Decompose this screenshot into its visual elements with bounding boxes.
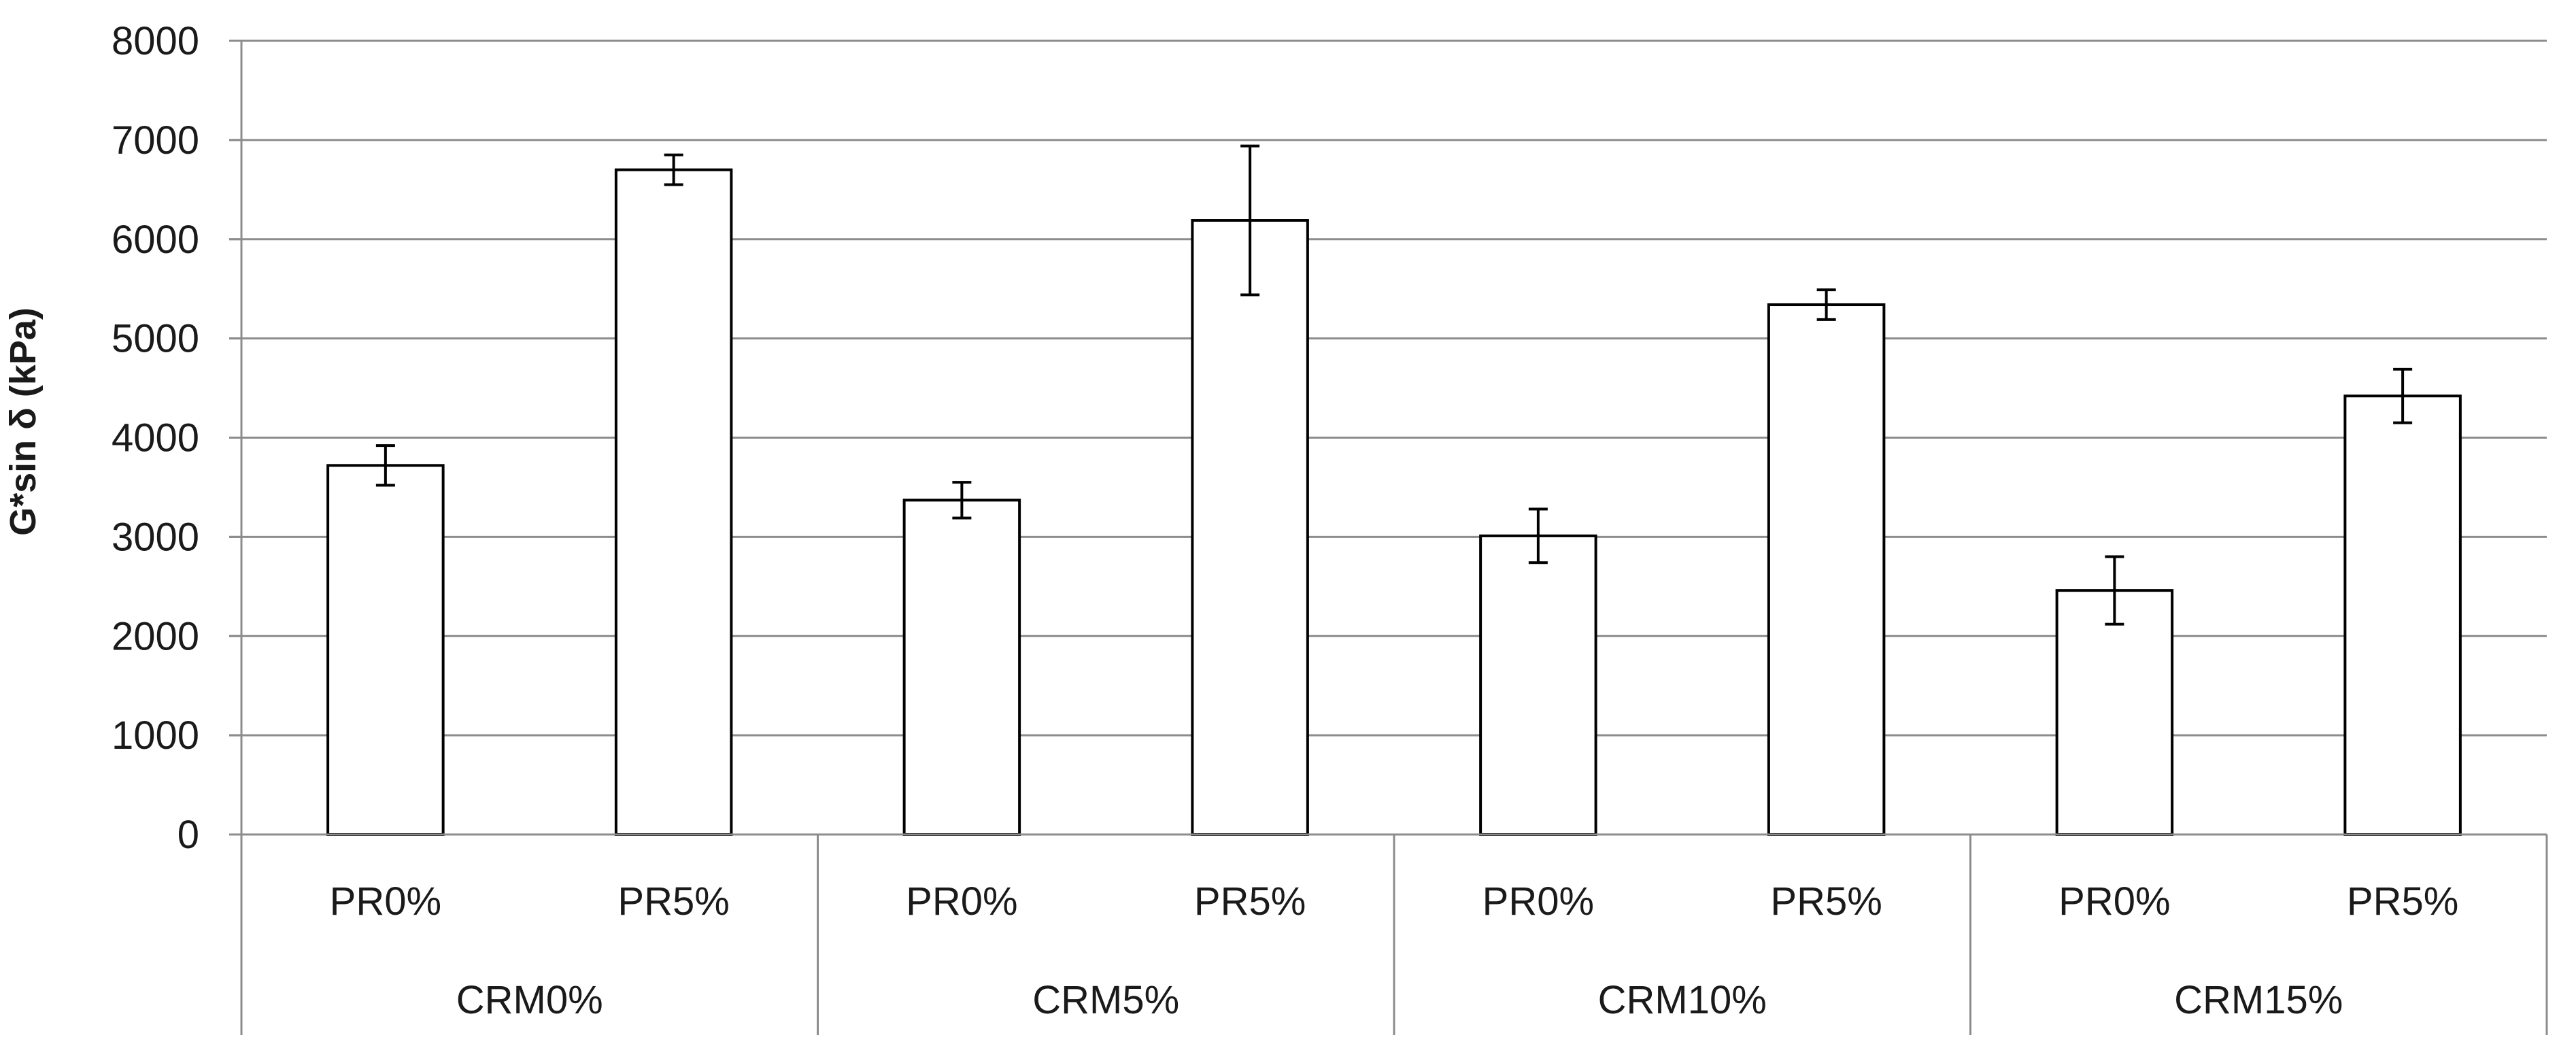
- error-bar: [952, 481, 972, 520]
- y-tick-label: 7000: [112, 118, 199, 163]
- x-tick-label: PR0%: [2058, 879, 2170, 924]
- y-tick-label: 2000: [112, 614, 199, 658]
- error-bars: [375, 144, 2413, 626]
- group-label: CRM5%: [1032, 978, 1179, 1022]
- y-tick-label: 1000: [112, 713, 199, 758]
- axes: [229, 39, 2548, 1035]
- x-tick-label: PR5%: [1194, 879, 1306, 924]
- group-label: CRM0%: [456, 978, 603, 1022]
- error-bar: [1240, 144, 1260, 297]
- bar: [1479, 534, 1597, 836]
- y-tick-label: 4000: [112, 416, 199, 460]
- y-tick-label: 6000: [112, 218, 199, 262]
- group-label: CRM15%: [2174, 978, 2343, 1022]
- group-label: CRM10%: [1598, 978, 1767, 1022]
- x-category-labels: PR0% PR5% PR0% PR5% PR0% PR5% PR0% PR5% CRM0% CRM…: [330, 879, 2459, 1022]
- y-axis-label: G*sin δ (kPa): [3, 307, 44, 536]
- x-tick-label: PR0%: [330, 879, 441, 924]
- y-tick-label: 5000: [112, 317, 199, 361]
- bar: [614, 168, 733, 836]
- error-bar: [2393, 367, 2413, 424]
- x-tick-label: PR5%: [1770, 879, 1882, 924]
- bars: [326, 168, 2462, 837]
- y-tick-label: 0: [177, 813, 199, 857]
- error-bar: [1816, 288, 1836, 321]
- x-tick-label: PR0%: [1482, 879, 1594, 924]
- bar: [1767, 303, 1886, 836]
- error-bar: [2105, 555, 2124, 626]
- error-bar: [1528, 507, 1548, 564]
- x-tick-label: PR5%: [617, 879, 729, 924]
- y-tick-label: 8000: [112, 19, 199, 63]
- bar: [2055, 589, 2174, 837]
- y-tick-label: 3000: [112, 515, 199, 559]
- gridlines: [229, 39, 2547, 737]
- bar: [2343, 394, 2462, 836]
- x-tick-label: PR0%: [906, 879, 1017, 924]
- x-tick-label: PR5%: [2347, 879, 2458, 924]
- bar: [1191, 219, 1309, 836]
- error-bar: [664, 153, 683, 186]
- error-bar: [375, 444, 395, 487]
- bar: [326, 464, 445, 836]
- y-tick-labels: 0 1000 2000 3000 4000 5000 6000 7000 8000: [112, 19, 199, 857]
- bar: [902, 499, 1021, 836]
